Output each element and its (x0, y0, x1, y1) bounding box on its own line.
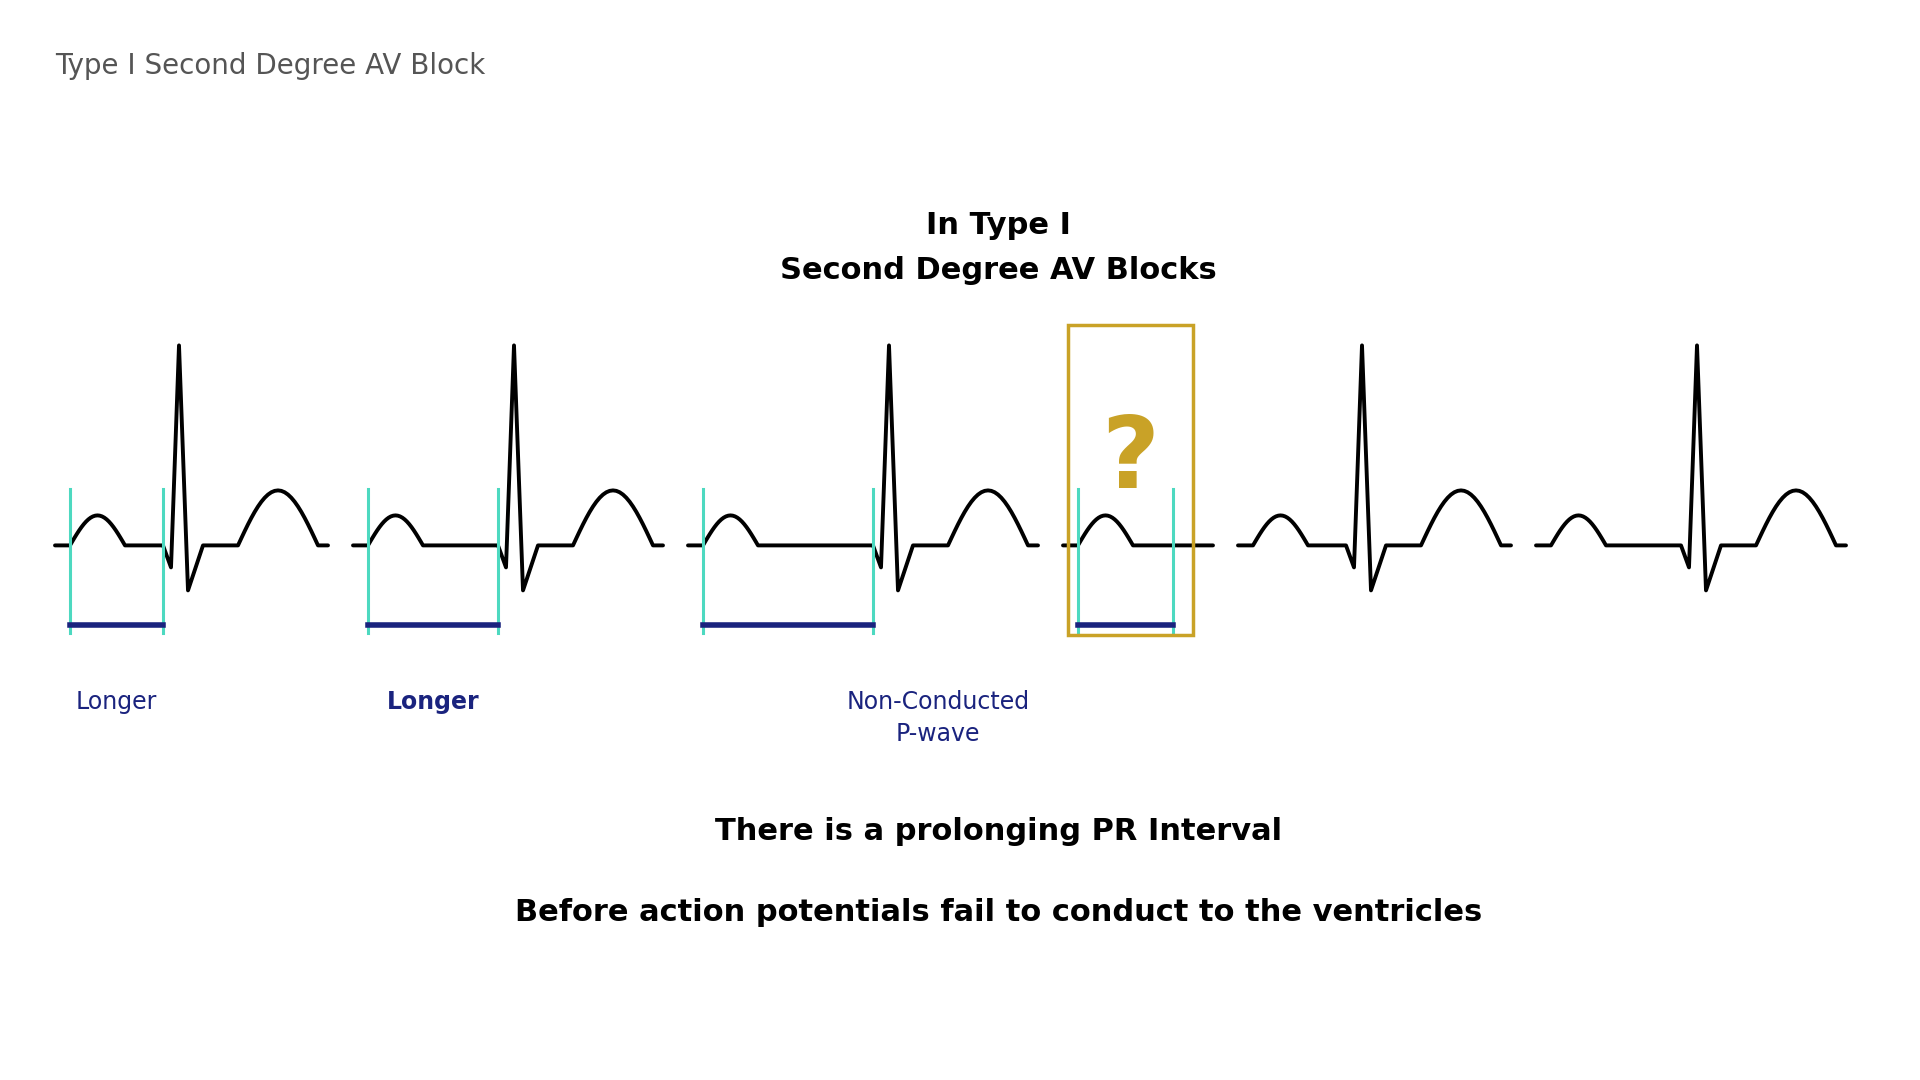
Text: Longer: Longer (386, 690, 480, 714)
Text: There is a prolonging PR Interval: There is a prolonging PR Interval (714, 818, 1283, 846)
Text: Before action potentials fail to conduct to the ventricles: Before action potentials fail to conduct… (515, 899, 1482, 927)
Text: Type I Second Degree AV Block: Type I Second Degree AV Block (56, 52, 486, 80)
Bar (1068, 325, 1192, 635)
Text: Non-Conducted
P-wave: Non-Conducted P-wave (847, 690, 1029, 746)
Text: In Type I
Second Degree AV Blocks: In Type I Second Degree AV Blocks (780, 212, 1217, 285)
Text: Longer: Longer (75, 690, 157, 714)
Text: ?: ? (1102, 411, 1160, 509)
